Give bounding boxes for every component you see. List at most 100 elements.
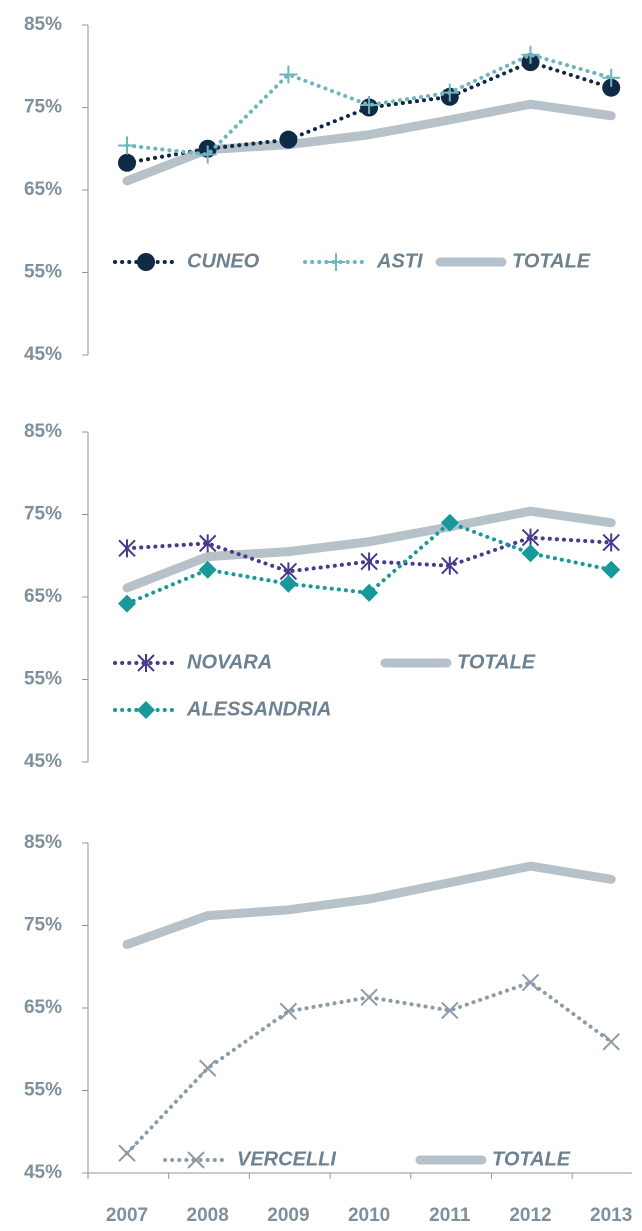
marker-diamond [602,560,621,579]
data-point [118,594,136,613]
legend-marker [327,253,345,271]
series-line [122,861,616,949]
legend-label: VERCELLI [237,1148,336,1170]
data-point [118,1144,136,1162]
x-tick-label: 2009 [267,1205,309,1226]
data-point [360,96,379,115]
y-tick-label: 85% [24,832,62,853]
marker-circle [602,78,621,97]
data-point [279,1002,298,1021]
marker-x [602,1033,620,1051]
marker-x [441,1001,459,1020]
marker-plus [521,45,540,64]
marker-star [521,528,540,547]
marker-x [198,1059,217,1077]
data-point [440,83,459,102]
data-point [602,1033,620,1051]
data-point [521,45,540,64]
marker-circle [118,153,136,172]
data-point [521,973,540,992]
data-point [279,65,298,84]
legend-label: CUNEO [187,250,260,272]
marker-plus [602,68,621,87]
x-tick-label: 2007 [106,1205,148,1226]
data-point [198,145,217,164]
marker-plus [118,136,136,155]
marker-star [441,556,459,575]
marker-star [198,534,217,553]
marker-x [279,1002,298,1021]
data-point [602,533,620,552]
x-tick-label: 2008 [187,1205,229,1226]
marker-x [360,988,378,1006]
x-tick-label: 2013 [590,1205,632,1226]
marker-plus [198,145,217,164]
marker-x [118,1144,136,1162]
marker-plus [279,65,298,84]
legend-marker [137,253,155,271]
data-point [118,539,136,558]
legend-marker [137,701,155,719]
data-point [602,560,621,579]
data-point [602,78,621,97]
data-point [440,513,459,532]
marker-circle [137,253,155,271]
legend-label: TOTALE [512,250,591,272]
data-point [198,1059,217,1077]
y-tick-label: 75% [24,97,62,118]
data-point [441,1001,459,1020]
marker-diamond [360,583,379,602]
legend-label: ALESSANDRIA [186,698,331,720]
x-tick-label: 2010 [348,1205,390,1226]
marker-diamond [279,574,298,593]
y-tick-label: 45% [24,751,62,772]
series-line [122,506,616,593]
marker-x [187,1151,205,1169]
marker-diamond [521,544,540,563]
data-point [118,136,136,155]
y-tick-label: 85% [24,421,62,442]
legend-label: NOVARA [187,651,272,673]
y-tick-label: 45% [24,1162,62,1183]
legend-label: TOTALE [457,651,536,673]
x-tick-label: 2012 [509,1205,551,1226]
data-point [521,544,540,563]
marker-plus [440,83,459,102]
marker-diamond [440,513,459,532]
y-tick-label: 55% [24,262,62,283]
marker-star [360,552,378,571]
data-point [279,574,298,593]
legend-marker [187,1151,205,1169]
y-tick-label: 75% [24,504,62,525]
data-point [279,130,298,149]
y-tick-label: 75% [24,915,62,936]
y-tick-label: 65% [24,179,62,200]
data-point [360,583,379,602]
data-point [441,556,459,575]
marker-x [521,973,540,992]
marker-star [118,539,136,558]
marker-circle [279,130,298,149]
data-point [360,552,378,571]
marker-diamond [198,560,217,579]
data-point [602,68,621,87]
series-line [125,980,614,1156]
y-tick-label: 65% [24,586,62,607]
legend-marker [137,654,155,672]
data-point [118,153,136,172]
marker-star [137,654,155,672]
x-tick-label: 2011 [429,1205,471,1226]
marker-diamond [118,594,136,613]
y-tick-label: 55% [24,669,62,690]
legend-label: TOTALE [492,1148,571,1170]
data-point [198,534,217,553]
data-point [360,988,378,1006]
y-tick-label: 45% [24,344,62,365]
marker-plus [327,253,345,271]
legend-label: ASTI [376,250,423,272]
marker-star [602,533,620,552]
y-tick-label: 55% [24,1080,62,1101]
data-point [521,528,540,547]
y-tick-label: 85% [24,14,62,35]
